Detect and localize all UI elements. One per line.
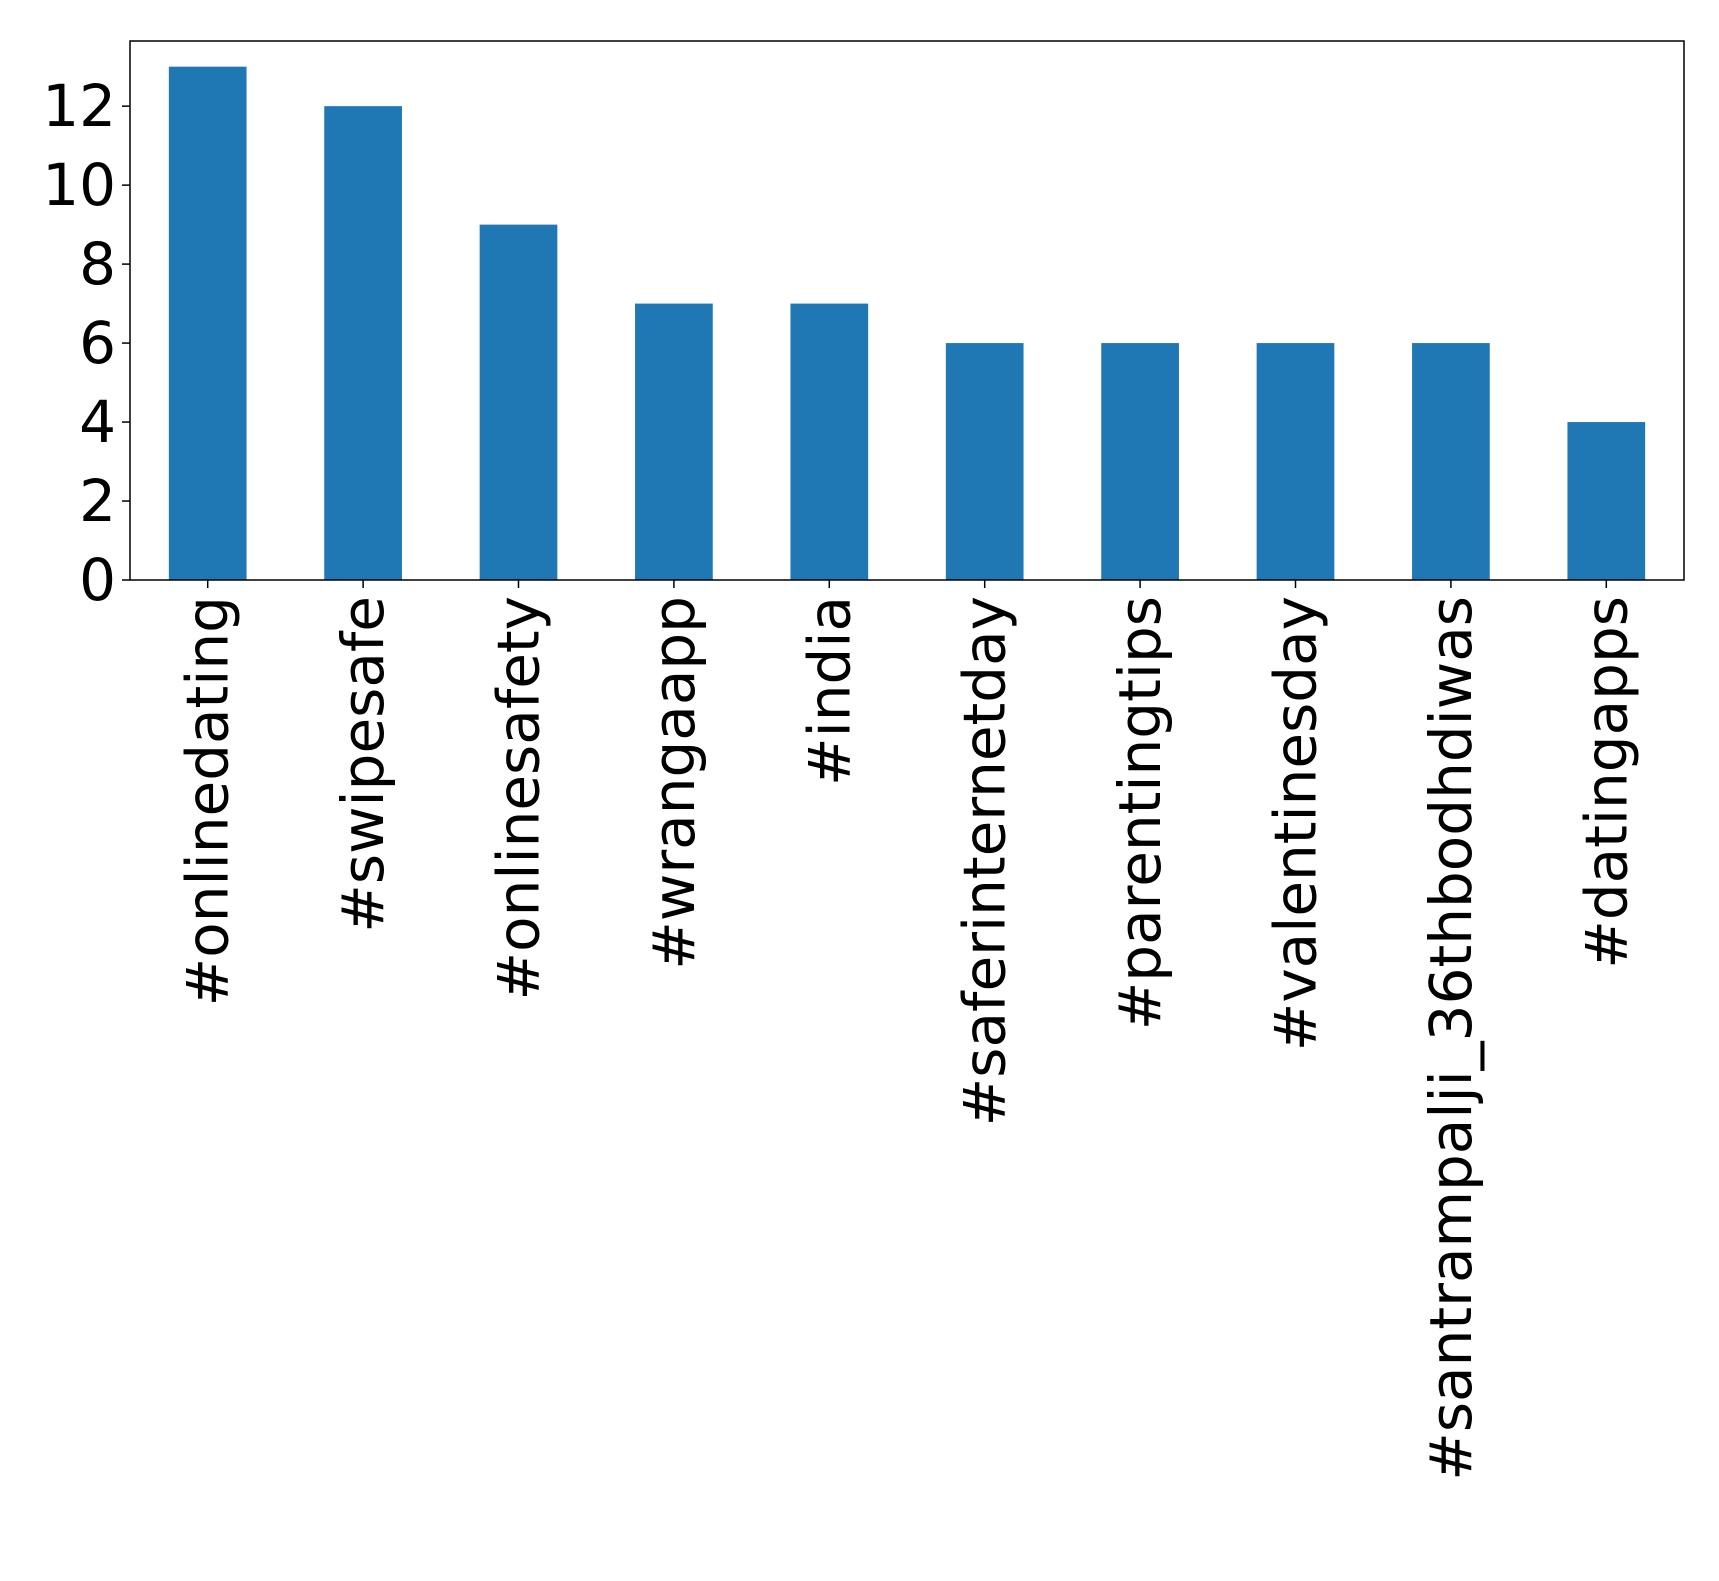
x-tick-label: #santrampalji_36thbodhdiwas <box>1417 596 1485 1481</box>
y-tick-label: 4 <box>79 388 116 456</box>
bar <box>635 303 713 580</box>
x-tick-label: #onlinedating <box>174 596 242 1006</box>
y-tick-label: 10 <box>42 151 116 219</box>
y-axis: 0 2 4 6 8 10 12 <box>42 72 130 614</box>
bar <box>479 224 558 580</box>
x-tick-label: #swipesafe <box>329 596 397 933</box>
x-axis: #onlinedating #swipesafe #onlinesafety #wra… <box>174 580 1640 1481</box>
x-tick-label: #parentingtips <box>1106 596 1174 1030</box>
bar <box>790 303 869 580</box>
bar <box>1101 343 1179 580</box>
x-tick-label: #wrangaapp <box>640 596 708 970</box>
y-tick-label: 2 <box>79 467 116 535</box>
bar <box>168 66 247 580</box>
bar <box>1256 343 1335 580</box>
bar <box>1412 343 1490 580</box>
bar <box>945 343 1024 580</box>
x-tick-label: #datingapps <box>1572 596 1640 969</box>
x-tick-label: #valentinesday <box>1262 596 1330 1051</box>
x-tick-label: #onlinesafety <box>485 596 553 1000</box>
x-tick-label: #saferinternetday <box>951 596 1019 1126</box>
y-tick-label: 8 <box>79 230 116 298</box>
y-tick-label: 12 <box>42 72 116 140</box>
x-tick-label: #india <box>795 596 863 786</box>
bar <box>1567 422 1646 580</box>
bar <box>324 106 402 581</box>
bars-group <box>168 66 1646 581</box>
y-tick-label: 0 <box>79 546 116 614</box>
plot-frame <box>129 40 1685 581</box>
y-tick-label: 6 <box>79 309 116 377</box>
